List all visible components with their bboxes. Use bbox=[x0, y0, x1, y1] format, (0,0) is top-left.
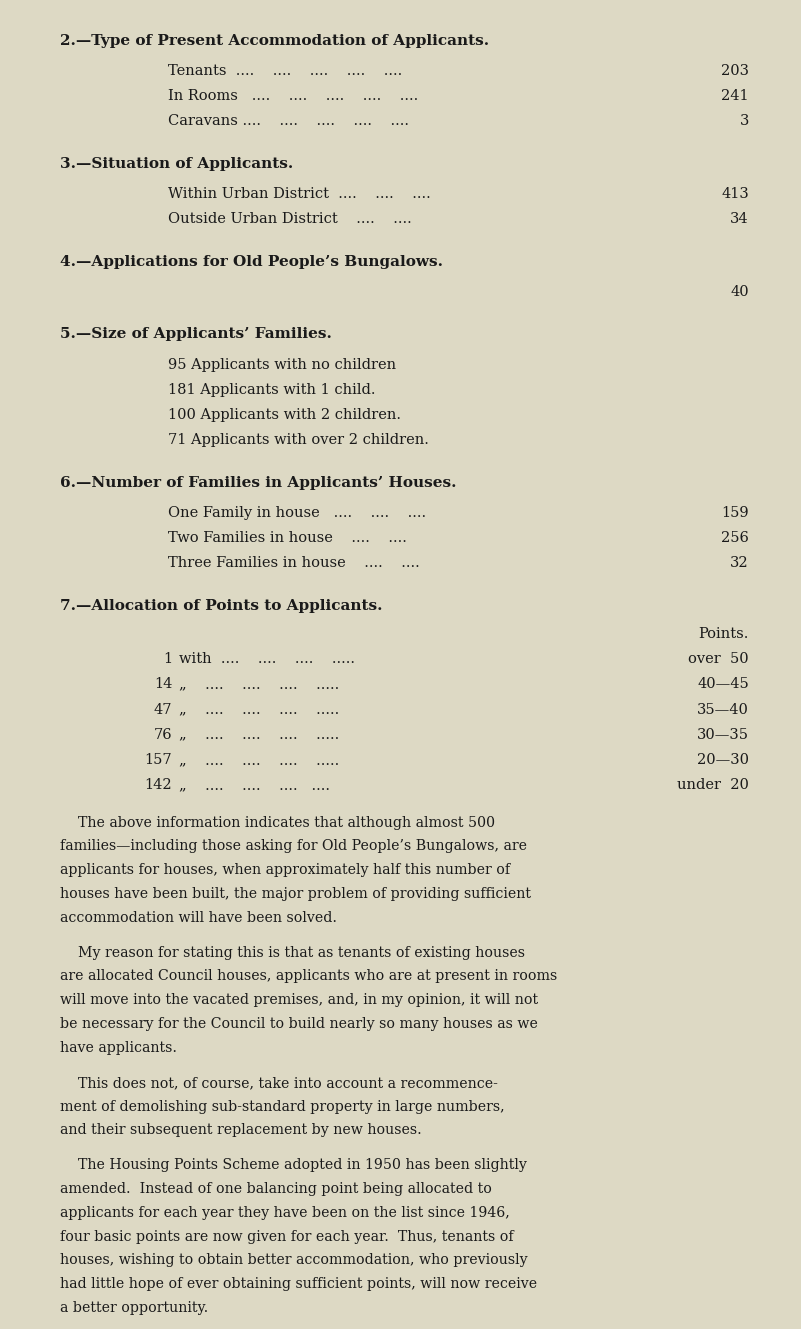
Text: „    ....    ....    ....    .....: „ .... .... .... ..... bbox=[179, 728, 339, 742]
Text: 203: 203 bbox=[721, 64, 749, 78]
Text: 30—35: 30—35 bbox=[697, 728, 749, 742]
Text: 14: 14 bbox=[154, 678, 172, 691]
Text: „    ....    ....    ....    .....: „ .... .... .... ..... bbox=[179, 703, 339, 716]
Text: be necessary for the Council to build nearly so many houses as we: be necessary for the Council to build ne… bbox=[60, 1017, 538, 1031]
Text: and their subsequent replacement by new houses.: and their subsequent replacement by new … bbox=[60, 1123, 422, 1138]
Text: 100 Applicants with 2 children.: 100 Applicants with 2 children. bbox=[168, 408, 401, 423]
Text: applicants for each year they have been on the list since 1946,: applicants for each year they have been … bbox=[60, 1205, 509, 1220]
Text: have applicants.: have applicants. bbox=[60, 1041, 177, 1055]
Text: are allocated Council houses, applicants who are at present in rooms: are allocated Council houses, applicants… bbox=[60, 969, 557, 983]
Text: The above information indicates that although almost 500: The above information indicates that alt… bbox=[60, 816, 495, 829]
Text: applicants for houses, when approximately half this number of: applicants for houses, when approximatel… bbox=[60, 863, 510, 877]
Text: families—including those asking for Old People’s Bungalows, are: families—including those asking for Old … bbox=[60, 840, 527, 853]
Text: Within Urban District  ....    ....    ....: Within Urban District .... .... .... bbox=[168, 187, 436, 201]
Text: will move into the vacated premises, and, in my opinion, it will not: will move into the vacated premises, and… bbox=[60, 993, 538, 1007]
Text: In Rooms   ....    ....    ....    ....    ....: In Rooms .... .... .... .... .... bbox=[168, 89, 423, 104]
Text: under  20: under 20 bbox=[677, 777, 749, 792]
Text: 142: 142 bbox=[145, 777, 172, 792]
Text: over  50: over 50 bbox=[688, 653, 749, 666]
Text: Two Families in house    ....    ....: Two Families in house .... .... bbox=[168, 532, 412, 545]
Text: 40: 40 bbox=[731, 284, 749, 299]
Text: 71 Applicants with over 2 children.: 71 Applicants with over 2 children. bbox=[168, 433, 429, 448]
Text: The Housing Points Scheme adopted in 1950 has been slightly: The Housing Points Scheme adopted in 195… bbox=[60, 1159, 527, 1172]
Text: amended.  Instead of one balancing point being allocated to: amended. Instead of one balancing point … bbox=[60, 1183, 492, 1196]
Text: had little hope of ever obtaining sufficient points, will now receive: had little hope of ever obtaining suffic… bbox=[60, 1277, 537, 1290]
Text: 3: 3 bbox=[739, 114, 749, 129]
Text: Caravans ....    ....    ....    ....    ....: Caravans .... .... .... .... .... bbox=[168, 114, 414, 129]
Text: 32: 32 bbox=[731, 557, 749, 570]
Text: 3.—Situation of Applicants.: 3.—Situation of Applicants. bbox=[60, 157, 293, 170]
Text: One Family in house   ....    ....    ....: One Family in house .... .... .... bbox=[168, 506, 431, 520]
Text: 40—45: 40—45 bbox=[697, 678, 749, 691]
Text: 2.—Type of Present Accommodation of Applicants.: 2.—Type of Present Accommodation of Appl… bbox=[60, 33, 489, 48]
Text: ment of demolishing sub-standard property in large numbers,: ment of demolishing sub-standard propert… bbox=[60, 1099, 505, 1114]
Text: Points.: Points. bbox=[698, 627, 749, 641]
Text: accommodation will have been solved.: accommodation will have been solved. bbox=[60, 910, 337, 925]
Text: 181 Applicants with 1 child.: 181 Applicants with 1 child. bbox=[168, 383, 376, 397]
Text: 159: 159 bbox=[722, 506, 749, 520]
Text: 4.—Applications for Old People’s Bungalows.: 4.—Applications for Old People’s Bungalo… bbox=[60, 255, 443, 268]
Text: 95 Applicants with no children: 95 Applicants with no children bbox=[168, 358, 396, 372]
Text: 7.—Allocation of Points to Applicants.: 7.—Allocation of Points to Applicants. bbox=[60, 598, 383, 613]
Text: houses have been built, the major problem of providing sufficient: houses have been built, the major proble… bbox=[60, 886, 531, 901]
Text: a better opportunity.: a better opportunity. bbox=[60, 1301, 208, 1314]
Text: 5.—Size of Applicants’ Families.: 5.—Size of Applicants’ Families. bbox=[60, 327, 332, 342]
Text: „    ....    ....    ....    .....: „ .... .... .... ..... bbox=[179, 678, 339, 691]
Text: Outside Urban District    ....    ....: Outside Urban District .... .... bbox=[168, 213, 417, 226]
Text: 413: 413 bbox=[721, 187, 749, 201]
Text: „    ....    ....    ....   ....: „ .... .... .... .... bbox=[179, 777, 330, 792]
Text: 34: 34 bbox=[731, 213, 749, 226]
Text: 256: 256 bbox=[721, 532, 749, 545]
Text: Three Families in house    ....    ....: Three Families in house .... .... bbox=[168, 557, 425, 570]
Text: 35—40: 35—40 bbox=[697, 703, 749, 716]
Text: four basic points are now given for each year.  Thus, tenants of: four basic points are now given for each… bbox=[60, 1229, 513, 1244]
Text: with  ....    ....    ....    .....: with .... .... .... ..... bbox=[179, 653, 355, 666]
Text: 6.—Number of Families in Applicants’ Houses.: 6.—Number of Families in Applicants’ Hou… bbox=[60, 476, 457, 489]
Text: Tenants  ....    ....    ....    ....    ....: Tenants .... .... .... .... .... bbox=[168, 64, 407, 78]
Text: houses, wishing to obtain better accommodation, who previously: houses, wishing to obtain better accommo… bbox=[60, 1253, 528, 1268]
Text: My reason for stating this is that as tenants of existing houses: My reason for stating this is that as te… bbox=[60, 946, 525, 960]
Text: This does not, of course, take into account a recommence-: This does not, of course, take into acco… bbox=[60, 1076, 498, 1090]
Text: „    ....    ....    ....    .....: „ .... .... .... ..... bbox=[179, 752, 339, 767]
Text: 1: 1 bbox=[163, 653, 172, 666]
Text: 157: 157 bbox=[145, 752, 172, 767]
Text: 20—30: 20—30 bbox=[697, 752, 749, 767]
Text: 47: 47 bbox=[154, 703, 172, 716]
Text: 76: 76 bbox=[154, 728, 172, 742]
Text: 241: 241 bbox=[722, 89, 749, 104]
